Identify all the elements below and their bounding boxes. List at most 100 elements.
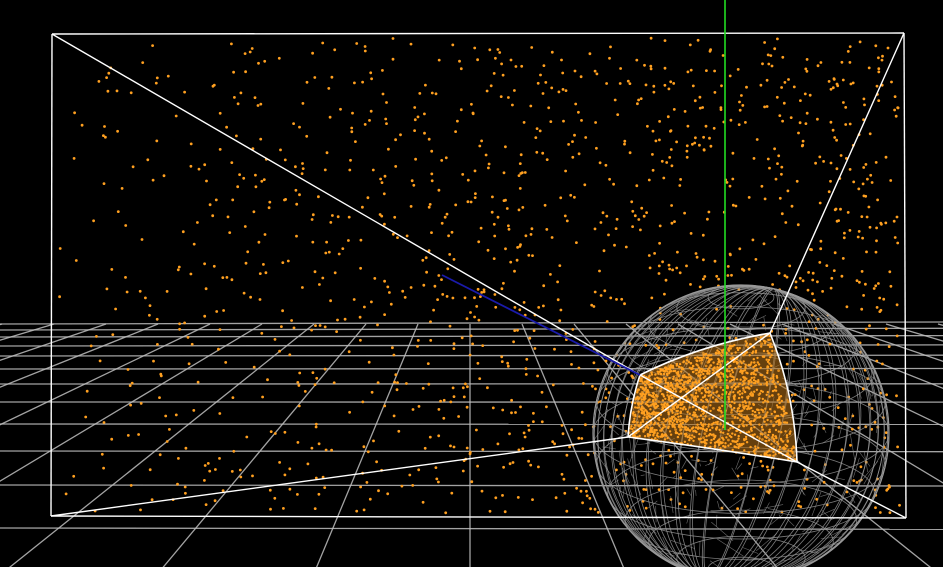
scatter-point <box>568 445 571 449</box>
sphere-mesh-edge <box>756 533 777 552</box>
patch-point <box>692 399 696 402</box>
scatter-point <box>500 62 503 66</box>
scatter-point <box>556 280 559 284</box>
scatter-point <box>513 306 517 309</box>
patch-point <box>791 451 794 455</box>
sphere-mesh-edge <box>732 492 741 500</box>
scatter-point <box>715 307 718 311</box>
scatter-point <box>349 158 352 162</box>
scatter-point <box>872 287 876 290</box>
scatter-point <box>471 112 475 116</box>
patch-point <box>658 416 661 419</box>
sphere-mesh-edge <box>744 557 774 561</box>
patch-point <box>650 371 653 374</box>
scatter-point <box>131 165 135 169</box>
scatter-point <box>508 462 512 466</box>
scatter-point <box>811 278 815 282</box>
scatter-point <box>183 485 187 489</box>
patch-point <box>673 404 676 407</box>
scatter-point <box>386 285 390 289</box>
patch-point <box>758 437 761 440</box>
patch-point <box>751 351 754 355</box>
scatter-point <box>895 303 899 307</box>
scatter-point <box>212 264 216 268</box>
scatter-point <box>492 257 496 260</box>
sphere-mesh-edge <box>856 372 866 390</box>
scatter-point <box>657 264 661 268</box>
patch-point <box>701 427 705 430</box>
scatter-point <box>159 372 163 376</box>
scatter-point <box>821 290 824 293</box>
patch-point <box>732 422 735 425</box>
scatter-point <box>248 50 252 54</box>
scatter-point <box>667 87 671 91</box>
scatter-point <box>868 225 872 229</box>
scatter-point <box>739 486 743 489</box>
patch-point <box>709 404 712 407</box>
scatter-point <box>536 81 540 85</box>
patch-point <box>725 436 728 439</box>
patch-point <box>771 394 774 397</box>
patch-point <box>765 436 768 439</box>
patch-point <box>745 424 748 427</box>
patch-point <box>670 394 673 397</box>
sphere-mesh-edge <box>802 524 814 533</box>
scatter-point <box>658 224 662 228</box>
patch-point <box>780 413 783 416</box>
scatter-point <box>671 268 674 272</box>
patch-point <box>712 361 715 364</box>
scatter-point <box>359 266 362 270</box>
sphere-mesh-edge <box>641 528 648 543</box>
scatter-point <box>139 402 143 405</box>
scatter-point <box>502 281 505 285</box>
scatter-point <box>580 437 584 440</box>
scatter-point <box>653 252 656 255</box>
patch-point <box>720 441 723 445</box>
patch-point <box>768 449 771 452</box>
scatter-point <box>226 215 230 219</box>
patch-point <box>660 403 663 406</box>
scatter-point <box>155 317 159 321</box>
scatter-point <box>761 62 764 66</box>
scatter-point <box>744 121 747 124</box>
scatter-point <box>551 440 555 444</box>
sphere-mesh-edge <box>686 488 692 496</box>
scatter-point <box>437 188 441 192</box>
scatter-point <box>862 294 865 297</box>
patch-point <box>786 439 789 442</box>
scatter-point <box>524 373 528 376</box>
scatter-point <box>417 405 421 408</box>
patch-point <box>709 364 713 367</box>
patch-point <box>753 426 756 429</box>
scatter-point <box>620 297 624 301</box>
patch-point <box>703 369 707 372</box>
scatter-point <box>58 295 61 299</box>
patch-point <box>763 342 767 345</box>
patch-point <box>743 449 746 452</box>
patch-point <box>740 414 743 418</box>
scatter-point <box>880 222 883 226</box>
scatter-point <box>473 169 477 173</box>
scatter-point <box>559 308 563 312</box>
scatter-point <box>298 193 301 197</box>
scatter-point <box>651 129 655 133</box>
scatter-point <box>288 487 292 491</box>
sphere-mesh-edge <box>756 299 768 307</box>
patch-point <box>716 349 719 352</box>
patch-point <box>748 430 751 434</box>
scatter-point <box>501 73 505 77</box>
scatter-point <box>729 253 732 257</box>
scatter-point <box>450 491 454 495</box>
patch-point <box>652 391 655 395</box>
scatter-point <box>564 89 568 92</box>
patch-point <box>753 410 757 414</box>
patch-point <box>745 377 748 380</box>
scatter-point <box>516 328 519 332</box>
scatter-point <box>158 453 162 457</box>
scatter-point <box>323 367 327 371</box>
patch-point <box>678 365 681 369</box>
patch-point <box>718 366 721 370</box>
scatter-point <box>615 468 618 472</box>
